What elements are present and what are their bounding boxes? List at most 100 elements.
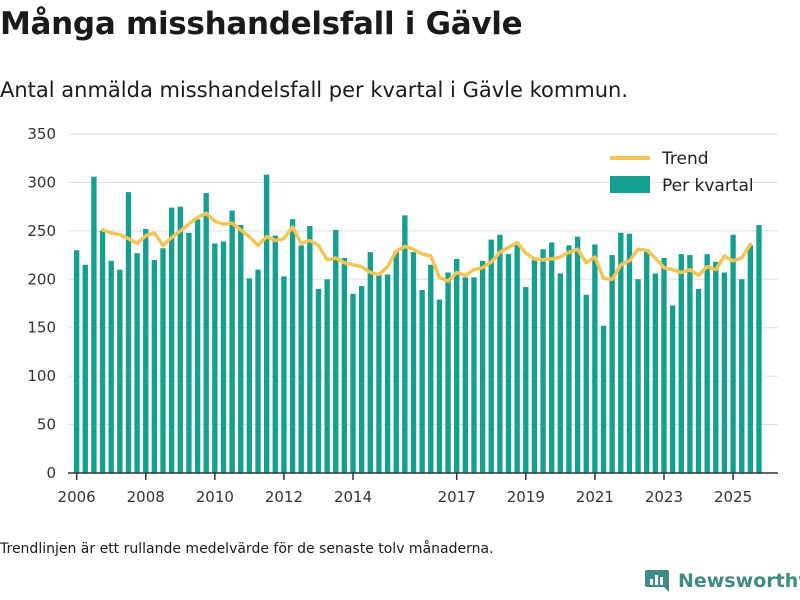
bar bbox=[454, 258, 460, 473]
bar bbox=[531, 259, 538, 473]
bar bbox=[289, 219, 296, 473]
bar bbox=[678, 254, 684, 473]
y-axis-ticks: 0 50 100 150 200 250 300 350 bbox=[27, 125, 56, 482]
bar bbox=[324, 279, 330, 473]
bar bbox=[238, 225, 244, 473]
x-tick-label: 2023 bbox=[645, 488, 683, 506]
bar-chart-icon bbox=[645, 570, 669, 592]
bar bbox=[514, 242, 520, 473]
bar bbox=[315, 288, 322, 473]
bar bbox=[160, 248, 166, 473]
legend-trend-label: Trend bbox=[661, 149, 709, 169]
bar bbox=[246, 278, 253, 473]
bar bbox=[652, 273, 659, 473]
x-tick-label: 2025 bbox=[714, 488, 752, 506]
bar bbox=[497, 234, 503, 473]
y-tick-label: 150 bbox=[27, 319, 56, 337]
bar bbox=[635, 279, 641, 473]
bar bbox=[669, 305, 676, 473]
bar bbox=[739, 279, 745, 473]
bar bbox=[445, 272, 451, 473]
bar bbox=[151, 259, 158, 473]
trend-line bbox=[100, 211, 753, 283]
bar bbox=[177, 206, 183, 473]
bar bbox=[367, 252, 373, 473]
bar bbox=[281, 276, 287, 473]
bar bbox=[479, 260, 486, 473]
bar bbox=[540, 249, 546, 473]
bar bbox=[549, 242, 555, 473]
bar bbox=[618, 232, 624, 473]
bar bbox=[730, 234, 736, 473]
bar-series bbox=[73, 174, 762, 474]
legend: Trend Per kvartal bbox=[610, 149, 754, 196]
bar bbox=[523, 287, 529, 473]
y-tick-label: 100 bbox=[27, 367, 56, 385]
brand-logo[interactable]: Newsworthy bbox=[644, 568, 800, 594]
bar bbox=[687, 255, 693, 473]
legend-bar-swatch bbox=[610, 176, 650, 193]
bar bbox=[143, 228, 149, 473]
bar bbox=[747, 245, 754, 473]
bar bbox=[436, 299, 443, 473]
bar bbox=[298, 245, 304, 473]
bar bbox=[384, 274, 391, 473]
brand-name: Newsworthy bbox=[678, 570, 800, 592]
bar bbox=[194, 219, 201, 473]
bar bbox=[488, 239, 494, 473]
bar bbox=[402, 215, 408, 474]
x-tick-label: 2010 bbox=[196, 488, 234, 506]
y-tick-label: 50 bbox=[37, 416, 56, 434]
bar bbox=[721, 272, 728, 473]
x-tick-label: 2006 bbox=[58, 488, 96, 506]
bar bbox=[341, 257, 348, 473]
y-tick-label: 200 bbox=[27, 270, 56, 288]
y-tick-label: 0 bbox=[46, 464, 56, 482]
bar bbox=[73, 250, 80, 473]
chart-title: Många misshandelsfall i Gävle bbox=[0, 6, 523, 42]
bar bbox=[307, 226, 313, 473]
footnote: Trendlinjen är ett rullande medelvärde f… bbox=[0, 541, 494, 557]
bar bbox=[626, 233, 633, 473]
bar bbox=[419, 289, 425, 473]
bar bbox=[600, 325, 607, 473]
bar bbox=[220, 241, 227, 473]
bar bbox=[410, 252, 417, 473]
bar bbox=[82, 264, 88, 473]
bar bbox=[358, 286, 365, 473]
y-tick-label: 350 bbox=[27, 125, 56, 143]
bar bbox=[125, 192, 132, 473]
bar bbox=[557, 273, 564, 473]
x-axis-ticks: 2006 2008 2010 2012 2014 2017 2019 2021 2023 2025 bbox=[58, 473, 752, 506]
bar bbox=[91, 176, 97, 474]
y-tick-label: 250 bbox=[27, 222, 56, 240]
bar bbox=[644, 249, 650, 473]
bar bbox=[134, 253, 140, 473]
bar bbox=[583, 294, 589, 473]
y-tick-label: 300 bbox=[27, 173, 56, 191]
bar bbox=[272, 235, 278, 473]
bar bbox=[229, 210, 235, 473]
bar bbox=[186, 232, 192, 473]
legend-bar-label: Per kvartal bbox=[662, 176, 754, 196]
bar bbox=[756, 225, 762, 473]
bar bbox=[713, 261, 719, 473]
bar bbox=[505, 254, 512, 473]
bar bbox=[566, 245, 572, 473]
bar bbox=[695, 288, 702, 473]
x-tick-label: 2017 bbox=[438, 488, 476, 506]
bar bbox=[108, 260, 114, 473]
x-tick-label: 2012 bbox=[265, 488, 303, 506]
bar bbox=[393, 251, 399, 473]
x-tick-label: 2019 bbox=[507, 488, 545, 506]
bar bbox=[574, 236, 581, 473]
bar bbox=[376, 273, 382, 473]
bar bbox=[462, 277, 469, 473]
bar bbox=[592, 244, 598, 473]
bar bbox=[263, 174, 270, 473]
bar bbox=[117, 269, 123, 473]
bar bbox=[350, 293, 356, 473]
chart-subtitle: Antal anmälda misshandelsfall per kvarta… bbox=[0, 78, 629, 102]
bar bbox=[99, 230, 106, 473]
